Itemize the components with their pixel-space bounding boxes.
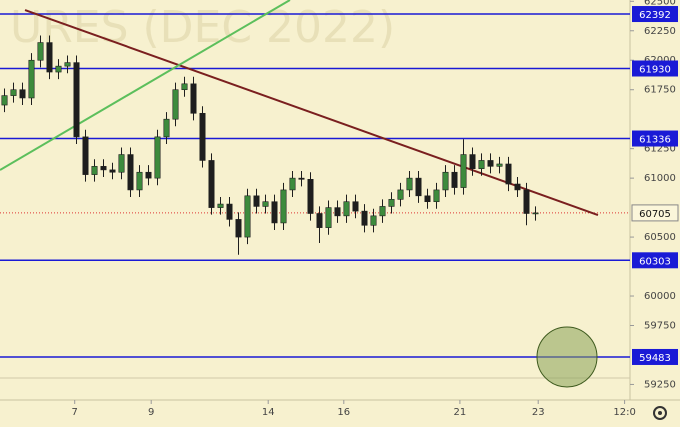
candle-body bbox=[235, 219, 242, 238]
candle-body bbox=[460, 154, 467, 188]
level-label: 62392 bbox=[639, 10, 671, 21]
target-circle bbox=[536, 326, 598, 388]
candle-body bbox=[109, 169, 116, 173]
candle-body bbox=[127, 154, 134, 191]
candle-body bbox=[37, 42, 44, 61]
last-price-box bbox=[631, 204, 679, 222]
candle-body bbox=[361, 210, 368, 226]
candle-body bbox=[217, 203, 224, 208]
y-tick-label: 60000 bbox=[644, 291, 676, 302]
x-tick-label: 9 bbox=[148, 407, 154, 418]
settings-icon[interactable] bbox=[653, 406, 667, 420]
y-tick-label: 59750 bbox=[644, 320, 676, 331]
candle-body bbox=[100, 166, 107, 171]
candle-body bbox=[181, 83, 188, 91]
x-tick-label: 21 bbox=[454, 407, 467, 418]
candle-body bbox=[271, 201, 278, 224]
candle-body bbox=[163, 118, 170, 138]
level-label-box bbox=[632, 348, 678, 365]
x-tick-label: 14 bbox=[262, 407, 275, 418]
candle-body bbox=[73, 62, 80, 138]
level-label: 61930 bbox=[639, 64, 671, 75]
x-tick-label: 16 bbox=[337, 407, 350, 418]
gear[interactable] bbox=[653, 406, 667, 420]
candle-body bbox=[145, 171, 152, 179]
candle-body bbox=[19, 89, 26, 99]
level-label-box bbox=[632, 130, 678, 147]
level-label-box bbox=[632, 252, 678, 269]
candle-body bbox=[253, 195, 260, 207]
candle-body bbox=[91, 166, 98, 175]
y-tick-label: 61250 bbox=[644, 144, 676, 155]
candle-body bbox=[226, 203, 233, 220]
y-tick-label: 62500 bbox=[644, 0, 676, 7]
candle-body bbox=[451, 171, 458, 188]
trend-line bbox=[0, 0, 291, 171]
candle-body bbox=[397, 189, 404, 200]
candle-body bbox=[208, 160, 215, 208]
candle-body bbox=[478, 160, 485, 170]
gear-hub[interactable] bbox=[658, 411, 662, 415]
candle-body bbox=[379, 206, 386, 217]
candle-body bbox=[298, 177, 305, 180]
candle-body bbox=[10, 89, 17, 96]
candle-body bbox=[514, 183, 521, 191]
y-tick-label: 61750 bbox=[644, 85, 676, 96]
level-label: 59483 bbox=[639, 353, 671, 364]
candle-body bbox=[55, 65, 62, 73]
y-tick-label: 60500 bbox=[644, 232, 676, 243]
candle-body bbox=[532, 212, 539, 215]
candle-body bbox=[487, 160, 494, 167]
candle-body bbox=[469, 154, 476, 170]
candle-body bbox=[370, 215, 377, 226]
x-tick-label: 7 bbox=[72, 407, 78, 418]
candle-body bbox=[433, 189, 440, 203]
trend-line bbox=[24, 9, 599, 216]
candle-body bbox=[190, 83, 197, 114]
level-label-box bbox=[632, 60, 678, 77]
watermark: URES (DEC 2022) bbox=[10, 2, 395, 53]
y-tick-label: 61000 bbox=[644, 173, 676, 184]
candle-body bbox=[496, 163, 503, 167]
level-label: 60303 bbox=[639, 256, 671, 267]
candle-body bbox=[172, 89, 179, 120]
candle-body bbox=[505, 163, 512, 185]
x-tick-label: 23 bbox=[532, 407, 545, 418]
candle-body bbox=[325, 207, 332, 228]
last-price-label: 60705 bbox=[639, 209, 671, 220]
candle-body bbox=[388, 199, 395, 207]
x-tick-label: 12:0 bbox=[613, 407, 635, 418]
y-tick-label: 62250 bbox=[644, 26, 676, 37]
candle-body bbox=[415, 177, 422, 197]
candle-body bbox=[280, 189, 287, 224]
candle-body bbox=[262, 201, 269, 207]
level-label-box bbox=[632, 6, 678, 23]
candle-body bbox=[1, 95, 8, 106]
candle-body bbox=[352, 201, 359, 212]
candle-body bbox=[136, 171, 143, 191]
candle-body bbox=[334, 207, 341, 217]
candle-body bbox=[307, 179, 314, 214]
candle-body bbox=[118, 154, 125, 173]
candle-body bbox=[316, 213, 323, 228]
candle-body bbox=[199, 112, 206, 161]
candle-body bbox=[442, 171, 449, 191]
candle-body bbox=[289, 177, 296, 191]
candle-body bbox=[523, 189, 530, 214]
level-label: 61336 bbox=[639, 135, 671, 146]
candle-body bbox=[154, 136, 161, 179]
candle-body bbox=[28, 59, 35, 99]
candle-body bbox=[244, 195, 251, 238]
candle-body bbox=[406, 177, 413, 191]
candle-body bbox=[46, 42, 53, 73]
y-tick-label: 59250 bbox=[644, 379, 676, 390]
candle-body bbox=[343, 201, 350, 217]
candle-body bbox=[424, 195, 431, 203]
candle-body bbox=[64, 62, 71, 67]
candle-body bbox=[82, 136, 89, 175]
